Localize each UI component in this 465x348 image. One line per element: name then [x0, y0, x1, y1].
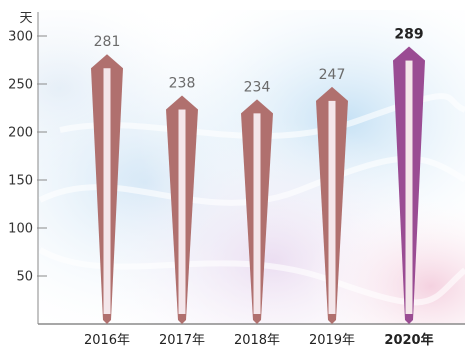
bar-stripe-3	[253, 113, 261, 314]
y-tick-label: 50	[16, 270, 33, 285]
y-tick-label: 150	[8, 174, 33, 189]
value-label-5: 289	[394, 27, 423, 43]
bar-stripe-4	[328, 100, 336, 314]
labels: 281 2016年 238 2017年 234 2018年 247 2019年 289 2020年	[84, 27, 434, 348]
value-label-4: 247	[319, 67, 346, 83]
y-tick-label: 300	[8, 30, 33, 45]
value-label-3: 234	[244, 79, 271, 95]
y-tick-label: 250	[8, 78, 33, 93]
category-label-3: 2018年	[234, 333, 280, 348]
category-label-5: 2020年	[384, 332, 433, 348]
category-label-4: 2019年	[309, 333, 355, 348]
category-label-2: 2017年	[159, 333, 205, 348]
bar-stripe-2	[178, 109, 186, 315]
y-axis-unit-label: 天	[19, 11, 32, 26]
bar-stripe-5	[405, 60, 413, 315]
y-tick-label: 100	[8, 222, 33, 237]
value-label-2: 238	[169, 76, 196, 92]
bar-stripe-1	[103, 68, 111, 315]
y-axis: 天 300 250 200 150 100 50	[8, 11, 465, 325]
value-label-1: 281	[94, 34, 121, 50]
category-label-1: 2016年	[84, 333, 130, 348]
bars	[91, 46, 425, 325]
y-tick-label: 200	[8, 126, 33, 141]
